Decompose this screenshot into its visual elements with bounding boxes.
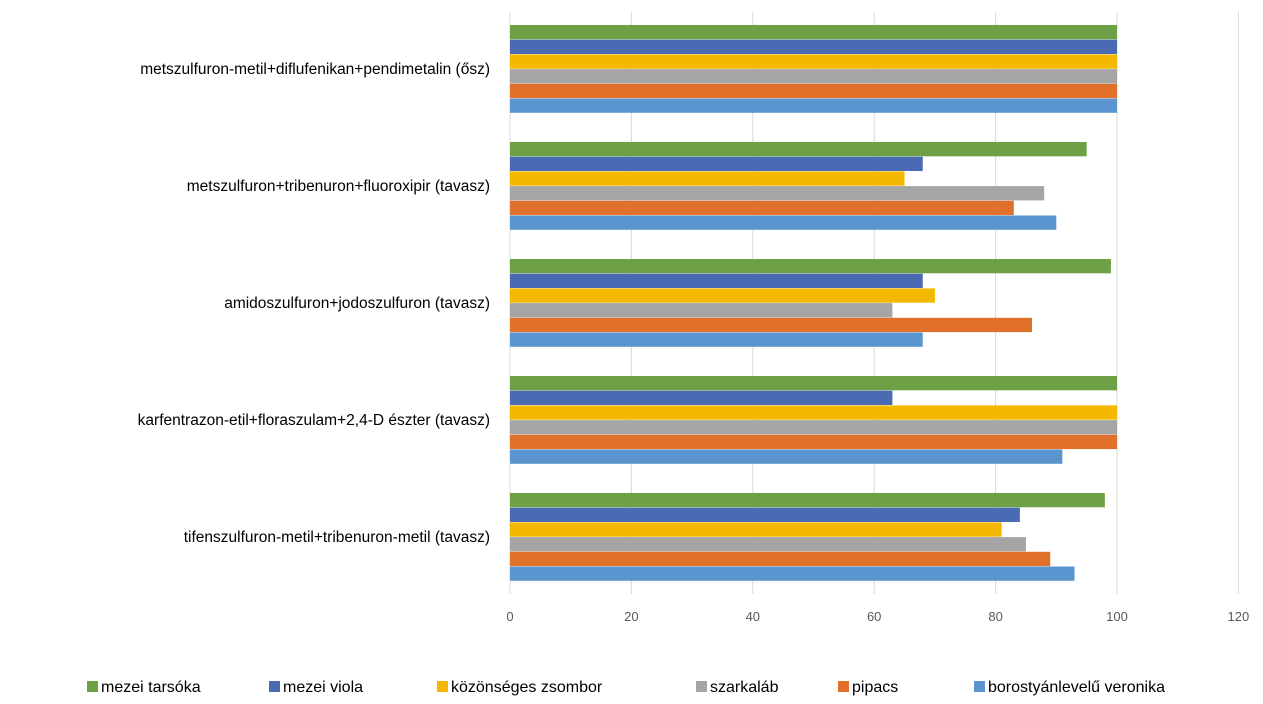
category-labels: metszulfuron-metil+diflufenikan+pendimet… [138, 61, 490, 546]
bar [510, 537, 1026, 552]
legend-swatch [437, 681, 448, 692]
legend-label: szarkaláb [710, 679, 779, 696]
bar [510, 551, 1051, 567]
bar [510, 142, 1087, 157]
bar [510, 288, 935, 303]
legend-label: mezei viola [283, 679, 363, 696]
bar [510, 332, 923, 347]
bar [510, 54, 1117, 69]
legend-label: közönséges zsombor [451, 679, 603, 696]
bars [510, 25, 1117, 581]
category-label: metszulfuron-metil+diflufenikan+pendimet… [140, 61, 490, 78]
bar [510, 200, 1014, 216]
bar [510, 171, 905, 186]
bar [510, 39, 1117, 54]
bar [510, 303, 893, 318]
x-tick-label: 0 [506, 609, 513, 624]
category-label: karfentrazon-etil+floraszulam+2,4-D észt… [138, 412, 490, 429]
bar [510, 507, 1020, 522]
legend-swatch [696, 681, 707, 692]
category-label: metszulfuron+tribenuron+fluoroxipir (tav… [187, 178, 490, 195]
legend-label: pipacs [852, 679, 898, 696]
bar [510, 25, 1117, 40]
bar [510, 69, 1117, 84]
x-tick-label: 20 [624, 609, 638, 624]
legend-swatch [87, 681, 98, 692]
bar [510, 186, 1045, 201]
x-tick-label: 40 [746, 609, 760, 624]
bar [510, 259, 1111, 274]
legend: mezei tarsóka mezei viola közönséges zsomb… [87, 679, 1165, 696]
legend-swatch [838, 681, 849, 692]
bar [510, 156, 923, 171]
bar [510, 420, 1117, 435]
x-tick-labels: 0 20 40 60 80 100 120 [506, 609, 1249, 624]
bar [510, 98, 1117, 113]
category-label: amidoszulfuron+jodoszulfuron (tavasz) [224, 295, 490, 312]
bar [510, 390, 893, 405]
bar [510, 493, 1105, 508]
bar [510, 522, 1002, 537]
x-tick-label: 120 [1228, 609, 1250, 624]
legend-swatch [974, 681, 985, 692]
x-tick-label: 100 [1106, 609, 1128, 624]
bar [510, 434, 1117, 450]
legend-swatch [269, 681, 280, 692]
bar [510, 566, 1075, 581]
legend-label: borostyánlevelű veronika [988, 679, 1165, 696]
bar [510, 449, 1063, 464]
bar [510, 273, 923, 288]
x-tick-label: 80 [988, 609, 1002, 624]
x-tick-label: 60 [867, 609, 881, 624]
bar [510, 83, 1117, 99]
bar [510, 317, 1033, 333]
bar [510, 215, 1057, 230]
legend-label: mezei tarsóka [101, 679, 201, 696]
category-label: tifenszulfuron-metil+tribenuron-metil (t… [184, 529, 490, 546]
bar [510, 405, 1117, 420]
bar [510, 376, 1117, 391]
